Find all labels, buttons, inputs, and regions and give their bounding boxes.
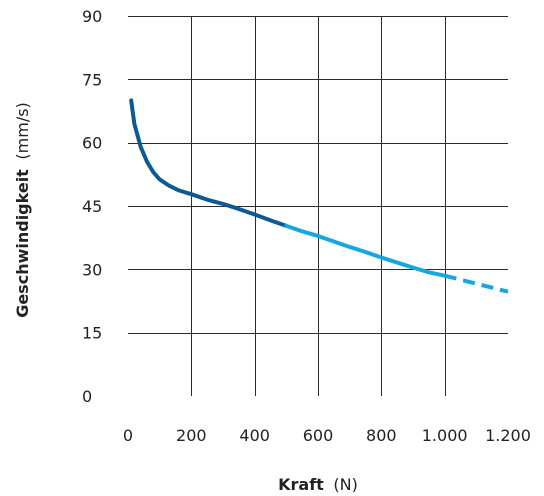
grid [128,16,508,396]
x-axis-tick-labels: 0 200 400 600 800 1.000 1.200 [123,426,531,445]
y-tick-label: 15 [82,324,102,343]
x-axis-title-main: Kraft [278,475,324,494]
x-tick-label: 400 [239,426,270,445]
x-tick-label: 1.200 [485,426,531,445]
x-axis-title-unit: (N) [333,475,357,494]
x-tick-label: 0 [123,426,133,445]
y-axis-title-unit: (mm/s) [13,102,32,159]
y-tick-label: 60 [82,134,102,153]
x-axis-title: Kraft (N) [278,475,358,494]
y-tick-label: 90 [82,7,102,26]
y-tick-label: 0 [82,387,92,406]
y-axis-title-main: Geschwindigkeit [13,169,32,318]
x-tick-label: 1.000 [422,426,468,445]
series-line-3 [444,273,509,294]
y-tick-label: 45 [82,197,102,216]
series-line-2 [284,223,447,278]
x-tick-label: 600 [303,426,334,445]
y-tick-label: 30 [82,260,102,279]
y-tick-label: 75 [82,70,102,89]
y-axis-title: Geschwindigkeit (mm/s) [13,102,32,318]
x-tick-label: 200 [176,426,207,445]
series-line-1 [129,98,289,228]
y-axis-tick-labels: 0 15 30 45 60 75 90 [82,7,102,406]
x-tick-label: 800 [366,426,397,445]
series-lines [129,98,509,294]
